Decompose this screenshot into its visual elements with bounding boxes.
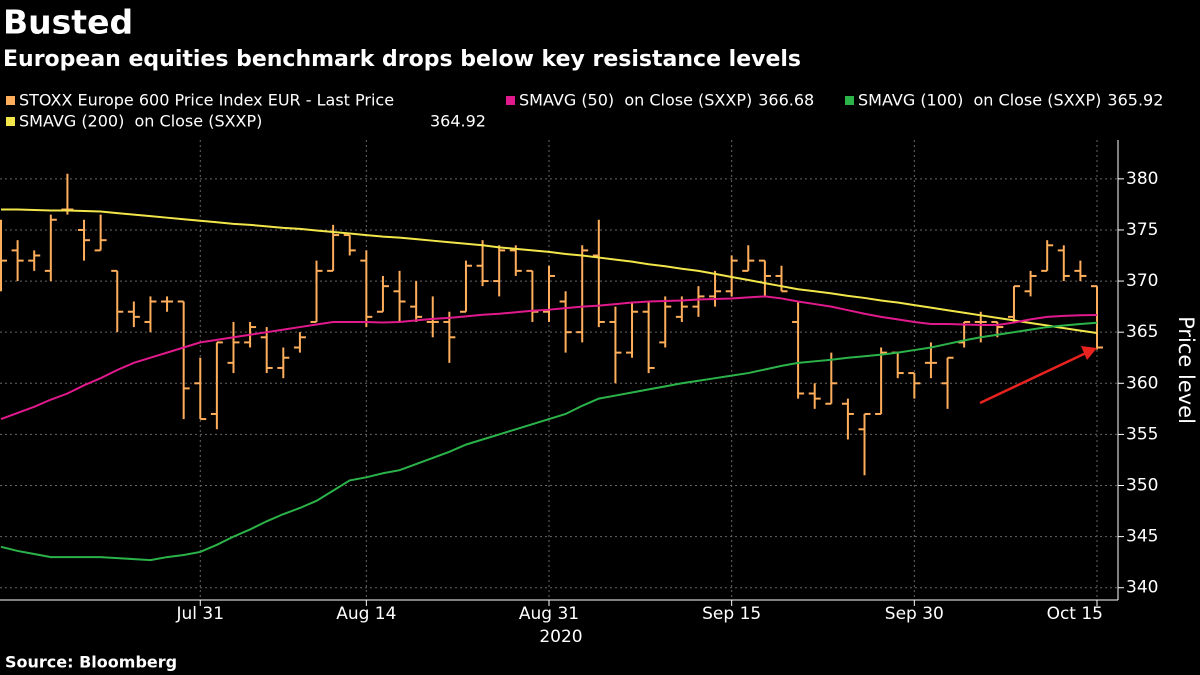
ohlc-bar	[609, 306, 622, 384]
legend-label: SMAVG (50) on Close (SXXP)	[519, 91, 752, 110]
chart-subtitle: European equities benchmark drops below …	[3, 47, 801, 72]
ohlc-bar	[1024, 270, 1037, 297]
legend-swatch	[506, 96, 515, 105]
ohlc-bar	[78, 219, 91, 261]
ohlc-bar	[758, 259, 771, 297]
x-tick-label: Oct 15	[1047, 604, 1103, 624]
ohlc-bar	[144, 296, 157, 333]
ohlc-bar	[626, 301, 639, 358]
ohlc-bar	[194, 357, 207, 421]
annotation-arrowhead	[1081, 346, 1097, 360]
ohlc-bar	[509, 245, 522, 276]
ohlc-bar	[875, 347, 888, 415]
y-tick-label: 340	[1126, 578, 1158, 598]
ohlc-bar	[858, 412, 871, 476]
ohlc-bar	[177, 300, 190, 420]
ohlc-bar	[908, 372, 921, 399]
legend-label: SMAVG (100) on Close (SXXP)	[858, 91, 1101, 110]
ohlc-bar	[94, 214, 107, 252]
ohlc-bar	[1041, 240, 1054, 272]
legend-label: STOXX Europe 600 Price Index EUR - Last …	[19, 91, 394, 110]
x-tick-label: Aug 31	[519, 604, 579, 624]
ohlc-bar	[725, 255, 738, 297]
ohlc-bar	[493, 245, 506, 297]
sma-line	[1, 208, 1098, 334]
ohlc-bar	[210, 341, 223, 430]
legend-value: 364.92	[430, 112, 486, 131]
ohlc-bar	[825, 352, 838, 405]
ohlc-bar	[277, 347, 290, 379]
ohlc-bar	[111, 269, 124, 333]
x-tick-label: Sep 15	[702, 604, 761, 624]
legend-label: SMAVG (200) on Close (SXXP)	[19, 112, 262, 131]
ohlc-bar	[443, 311, 456, 363]
ohlc-bar	[476, 240, 489, 287]
legend-swatch	[845, 96, 854, 105]
ohlc-bar	[841, 398, 854, 440]
sma-line	[0, 295, 1098, 421]
ohlc-bar	[709, 270, 722, 307]
ohlc-bar	[659, 296, 672, 348]
ohlc-bar	[410, 281, 423, 322]
y-tick-label: 355	[1126, 424, 1158, 444]
ohlc-bar	[293, 332, 306, 353]
y-tick-label: 380	[1126, 169, 1158, 189]
ohlc-bar	[526, 269, 539, 322]
ohlc-bar	[559, 291, 572, 353]
y-tick-label: 365	[1126, 322, 1158, 342]
ohlc-bar	[459, 260, 472, 313]
y-tick-label: 375	[1126, 220, 1158, 240]
ohlc-bar	[576, 245, 589, 343]
ohlc-bar	[1091, 285, 1103, 350]
ohlc-bar	[260, 327, 273, 374]
ohlc-bar	[11, 240, 24, 282]
ohlc-bar	[426, 296, 439, 338]
ohlc-bar	[310, 260, 323, 323]
ohlc-bar	[360, 250, 373, 328]
y-tick-label: 360	[1126, 373, 1158, 393]
ohlc-bar	[941, 356, 954, 409]
sma-line	[0, 321, 1098, 562]
ohlc-bar	[808, 383, 821, 409]
annotation-arrow	[979, 351, 1087, 405]
ohlc-bar	[1057, 245, 1070, 282]
x-tick-label: Aug 14	[336, 604, 396, 624]
legend-value: 366.68	[758, 91, 814, 110]
ohlc-bar	[127, 301, 140, 328]
x-axis-year: 2020	[539, 627, 582, 647]
y-tick-label: 345	[1126, 527, 1158, 547]
ohlc-bar	[28, 250, 41, 271]
ohlc-bar	[543, 265, 555, 322]
chart-title: Busted	[3, 3, 133, 42]
ohlc-bar	[61, 173, 74, 215]
ohlc-bar	[891, 351, 904, 379]
x-tick-label: Sep 30	[885, 604, 944, 624]
ohlc-bar	[343, 234, 356, 256]
y-tick-label: 350	[1126, 476, 1158, 496]
ohlc-bar	[642, 301, 655, 374]
ohlc-bar	[958, 320, 971, 348]
ohlc-bar	[792, 301, 805, 399]
ohlc-bar	[692, 286, 705, 317]
legend-swatch	[6, 96, 15, 105]
ohlc-bar	[44, 214, 57, 282]
ohlc-bar	[0, 219, 7, 292]
ohlc-bar	[1074, 260, 1087, 282]
ohlc-bar	[227, 321, 240, 374]
x-tick-label: Jul 31	[175, 604, 224, 624]
y-tick-label: 370	[1126, 271, 1158, 291]
ohlc-bar	[376, 275, 389, 313]
source: Source: Bloomberg	[5, 653, 177, 672]
y-axis-label: Price level	[1174, 316, 1198, 424]
ohlc-bar	[742, 245, 755, 272]
ohlc-bar	[393, 270, 406, 322]
legend-value: 365.92	[1107, 91, 1163, 110]
ohlc-bar	[1007, 285, 1020, 322]
ohlc-bar	[592, 219, 605, 328]
legend-swatch	[6, 117, 15, 126]
ohlc-bar	[161, 296, 174, 312]
